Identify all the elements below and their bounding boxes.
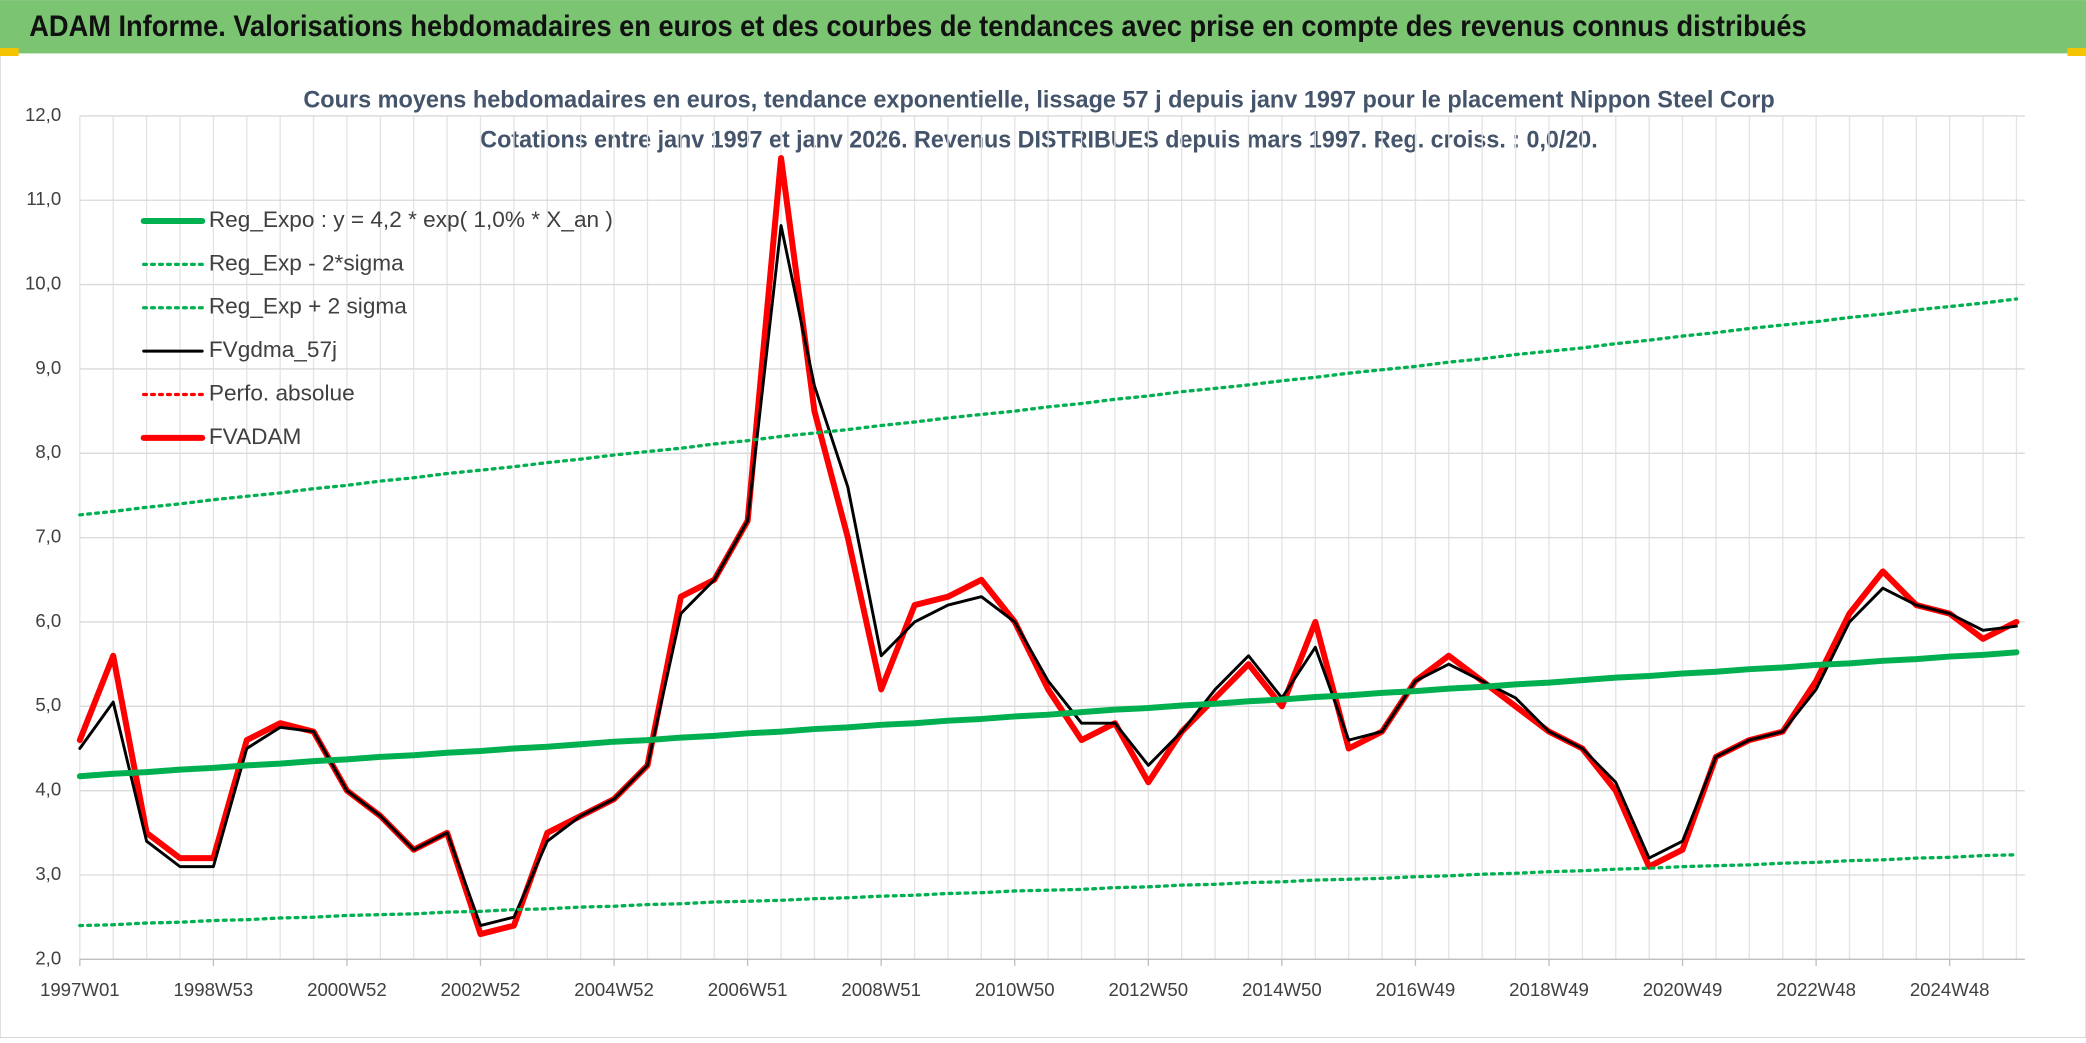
legend-label: Reg_Exp + 2 sigma — [209, 294, 407, 319]
y-tick-label: 8,0 — [35, 441, 61, 462]
x-tick-label: 2010W50 — [975, 979, 1055, 1000]
legend-label: Reg_Exp - 2*sigma — [209, 250, 404, 275]
x-tick-label: 2000W52 — [307, 979, 387, 1000]
y-tick-label: 5,0 — [35, 694, 61, 715]
y-tick-label: 11,0 — [26, 188, 61, 209]
x-tick-label: 2020W49 — [1643, 979, 1723, 1000]
y-tick-label: 9,0 — [35, 357, 61, 378]
series-line — [76, 649, 2020, 780]
chart-title: Cours moyens hebdomadaires en euros, ten… — [303, 87, 1774, 114]
x-tick-label: 2004W52 — [574, 979, 654, 1000]
header-title: ADAM Informe. Valorisations hebdomadaire… — [29, 11, 1806, 43]
x-tick-label: 2006W51 — [708, 979, 788, 1000]
legend-label: Reg_Expo : y = 4,2 * exp( 1,0% * X_an ) — [209, 207, 613, 232]
legend-label: FVgdma_57j — [209, 337, 337, 362]
series-line — [78, 297, 2019, 517]
corner — [2067, 48, 2086, 57]
x-tick-label: 2012W50 — [1108, 979, 1188, 1000]
y-tick-label: 10,0 — [25, 273, 61, 294]
x-tick-label: 2016W49 — [1376, 979, 1456, 1000]
y-tick-label: 3,0 — [35, 863, 61, 884]
legend-label: Perfo. absolue — [209, 380, 355, 405]
x-tick-label: 2002W52 — [441, 979, 521, 1000]
x-tick-label: 2018W49 — [1509, 979, 1589, 1000]
y-tick-label: 4,0 — [35, 779, 61, 800]
corner — [0, 48, 19, 57]
y-tick-label: 6,0 — [35, 610, 61, 631]
y-tick-label: 2,0 — [35, 947, 61, 968]
x-tick-label: 2024W48 — [1910, 979, 1990, 1000]
x-tick-label: 1997W01 — [40, 979, 120, 1000]
y-tick-label: 7,0 — [35, 526, 61, 547]
x-tick-label: 1998W53 — [174, 979, 254, 1000]
series-line — [78, 224, 2018, 928]
chart-subtitle: Cotations entre janv 1997 et janv 2026. … — [480, 127, 1597, 154]
series-line — [78, 853, 2019, 928]
x-tick-label: 2008W51 — [841, 979, 921, 1000]
x-tick-label: 2022W48 — [1776, 979, 1856, 1000]
y-tick-label: 12,0 — [25, 104, 61, 125]
x-tick-label: 2014W50 — [1242, 979, 1322, 1000]
legend-label: FVADAM — [209, 424, 302, 449]
header-bar — [0, 0, 2086, 54]
